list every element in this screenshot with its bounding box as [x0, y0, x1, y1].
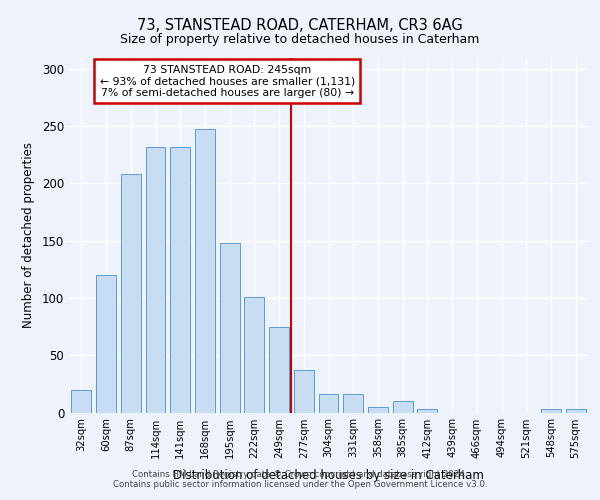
Bar — [96, 275, 116, 412]
Bar — [146, 147, 166, 412]
Text: 73 STANSTEAD ROAD: 245sqm
← 93% of detached houses are smaller (1,131)
7% of sem: 73 STANSTEAD ROAD: 245sqm ← 93% of detac… — [100, 64, 355, 98]
Text: Size of property relative to detached houses in Caterham: Size of property relative to detached ho… — [121, 32, 479, 46]
Bar — [195, 128, 215, 412]
Bar — [220, 243, 239, 412]
Bar — [319, 394, 338, 412]
X-axis label: Distribution of detached houses by size in Caterham: Distribution of detached houses by size … — [173, 469, 484, 482]
Bar — [244, 297, 264, 412]
Bar — [541, 409, 561, 412]
Text: 73, STANSTEAD ROAD, CATERHAM, CR3 6AG: 73, STANSTEAD ROAD, CATERHAM, CR3 6AG — [137, 18, 463, 32]
Bar — [343, 394, 363, 412]
Bar — [393, 401, 413, 412]
Bar — [71, 390, 91, 412]
Bar — [170, 147, 190, 412]
Bar — [269, 326, 289, 412]
Bar — [418, 409, 437, 412]
Text: Contains HM Land Registry data © Crown copyright and database right 2024.
Contai: Contains HM Land Registry data © Crown c… — [113, 470, 487, 489]
Bar — [566, 409, 586, 412]
Bar — [121, 174, 140, 412]
Y-axis label: Number of detached properties: Number of detached properties — [22, 142, 35, 328]
Bar — [294, 370, 314, 412]
Bar — [368, 407, 388, 412]
